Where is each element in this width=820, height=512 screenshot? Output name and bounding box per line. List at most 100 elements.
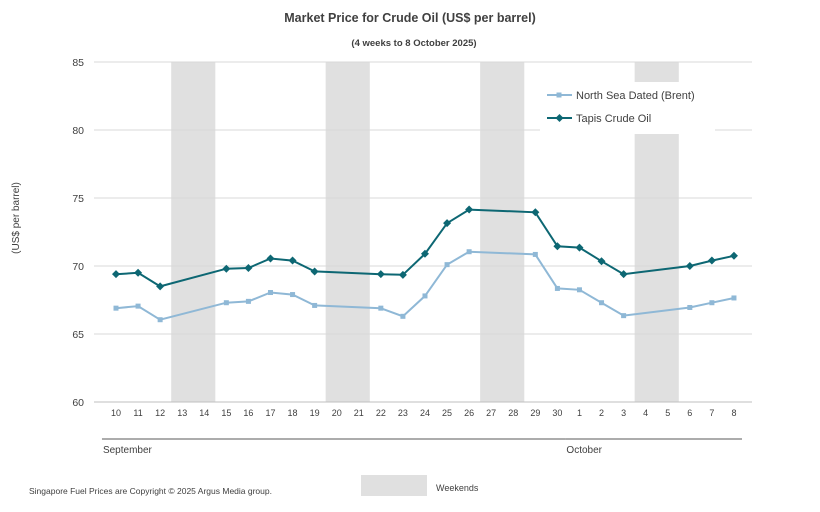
tapis-point: [134, 268, 143, 277]
brent-point: [731, 295, 737, 301]
x-tick-label: 18: [288, 408, 298, 418]
x-tick-label: 30: [552, 408, 562, 418]
copyright-note: Singapore Fuel Prices are Copyright © 20…: [29, 486, 272, 496]
tapis-point: [531, 208, 540, 217]
brent-point: [290, 292, 296, 298]
brent-point: [378, 305, 384, 311]
tapis-point: [112, 270, 120, 279]
y-tick-label: 80: [72, 125, 84, 137]
brent-point: [267, 290, 273, 296]
y-tick-label: 75: [72, 193, 84, 205]
weekends-key-swatch: [361, 475, 427, 496]
tapis-point: [310, 267, 319, 276]
x-tick-label: 5: [665, 408, 670, 418]
x-tick-label: 19: [310, 408, 320, 418]
tapis-point: [729, 251, 738, 260]
month-groups: September October: [101, 438, 742, 456]
brent-point: [135, 303, 141, 309]
x-tick-label: 21: [354, 408, 364, 418]
brent-point: [312, 302, 318, 308]
x-tick-label: 29: [530, 408, 540, 418]
month-group-label: October: [566, 445, 602, 456]
legend-tapis-label: Tapis Crude Oil: [576, 113, 651, 125]
y-tick-label: 85: [72, 57, 84, 69]
tapis-point: [288, 256, 297, 265]
legend-brent-label: North Sea Dated (Brent): [576, 90, 695, 102]
tapis-point: [266, 254, 275, 263]
x-tick-label: 10: [111, 408, 121, 418]
x-tick-label: 16: [243, 408, 253, 418]
x-tick-label: 26: [464, 408, 474, 418]
brent-point: [157, 317, 163, 323]
x-tick-label: 11: [133, 408, 142, 418]
x-tick-label: 15: [221, 408, 231, 418]
brent-point: [245, 298, 251, 304]
legend: North Sea Dated (Brent) Tapis Crude Oil: [540, 82, 715, 134]
weekends-key: Weekends: [361, 475, 479, 496]
tapis-point: [707, 256, 716, 265]
chart-subtitle: (4 weeks to 8 October 2025): [351, 38, 476, 49]
x-tick-label: 13: [177, 408, 187, 418]
legend-brent-marker: [556, 92, 562, 98]
tapis-point: [465, 205, 474, 214]
weekend-band: [171, 62, 216, 402]
data-series: [112, 205, 738, 323]
x-tick-label: 28: [508, 408, 518, 418]
brent-point: [554, 285, 560, 291]
brent-point: [532, 251, 538, 257]
x-tick-label: 17: [265, 408, 275, 418]
legend-background: [540, 82, 715, 134]
brent-point: [223, 300, 229, 306]
x-tick-label: 22: [376, 408, 386, 418]
tapis-point: [619, 270, 628, 279]
brent-point: [576, 287, 582, 293]
tapis-point: [156, 282, 165, 291]
legend-tapis-marker: [555, 114, 564, 122]
x-tick-label: 23: [398, 408, 408, 418]
weekend-band: [325, 62, 370, 402]
y-tick-labels: 60 65 70 75 80 85: [72, 57, 84, 409]
brent-point: [422, 293, 428, 299]
x-tick-label: 7: [709, 408, 714, 418]
x-tick-label: 14: [199, 408, 209, 418]
tapis-point: [685, 262, 694, 270]
tapis-point: [398, 270, 407, 279]
tapis-point: [597, 257, 606, 266]
x-tick-label: 2: [599, 408, 604, 418]
x-tick-label: 27: [486, 408, 496, 418]
y-tick-label: 65: [72, 329, 84, 341]
tapis-point: [222, 264, 231, 273]
brent-point: [466, 249, 472, 255]
brent-point: [621, 313, 627, 319]
brent-point: [599, 300, 605, 306]
brent-point: [444, 262, 450, 268]
chart-title: Market Price for Crude Oil (US$ per barr…: [284, 11, 535, 25]
brent-point: [687, 304, 693, 310]
x-tick-label: 8: [731, 408, 736, 418]
x-tick-label: 1: [577, 408, 582, 418]
tapis-point: [575, 243, 584, 252]
tapis-point: [443, 219, 452, 228]
gridlines: [94, 61, 752, 403]
x-tick-labels: 10 11 12 13 14 15 16 17 18 19 20 21 22 23 24 25 26 27 28 29…: [111, 408, 736, 418]
weekend-band: [480, 62, 525, 402]
y-axis-label: (US$ per barrel): [11, 182, 22, 254]
tapis-point: [244, 264, 253, 273]
brent-point: [709, 300, 715, 306]
y-tick-label: 60: [72, 397, 84, 409]
x-tick-label: 4: [643, 408, 648, 418]
x-tick-label: 25: [442, 408, 452, 418]
x-tick-label: 6: [687, 408, 692, 418]
tapis-point: [553, 242, 562, 251]
x-tick-label: 12: [155, 408, 165, 418]
x-tick-label: 3: [621, 408, 626, 418]
tapis-point: [376, 270, 385, 279]
weekends-key-label: Weekends: [436, 483, 479, 493]
tapis-point: [420, 249, 429, 258]
x-tick-label: 24: [420, 408, 430, 418]
x-tick-label: 20: [332, 408, 342, 418]
month-group-label: September: [103, 445, 153, 456]
brent-point: [400, 313, 406, 319]
y-tick-label: 70: [72, 261, 84, 273]
